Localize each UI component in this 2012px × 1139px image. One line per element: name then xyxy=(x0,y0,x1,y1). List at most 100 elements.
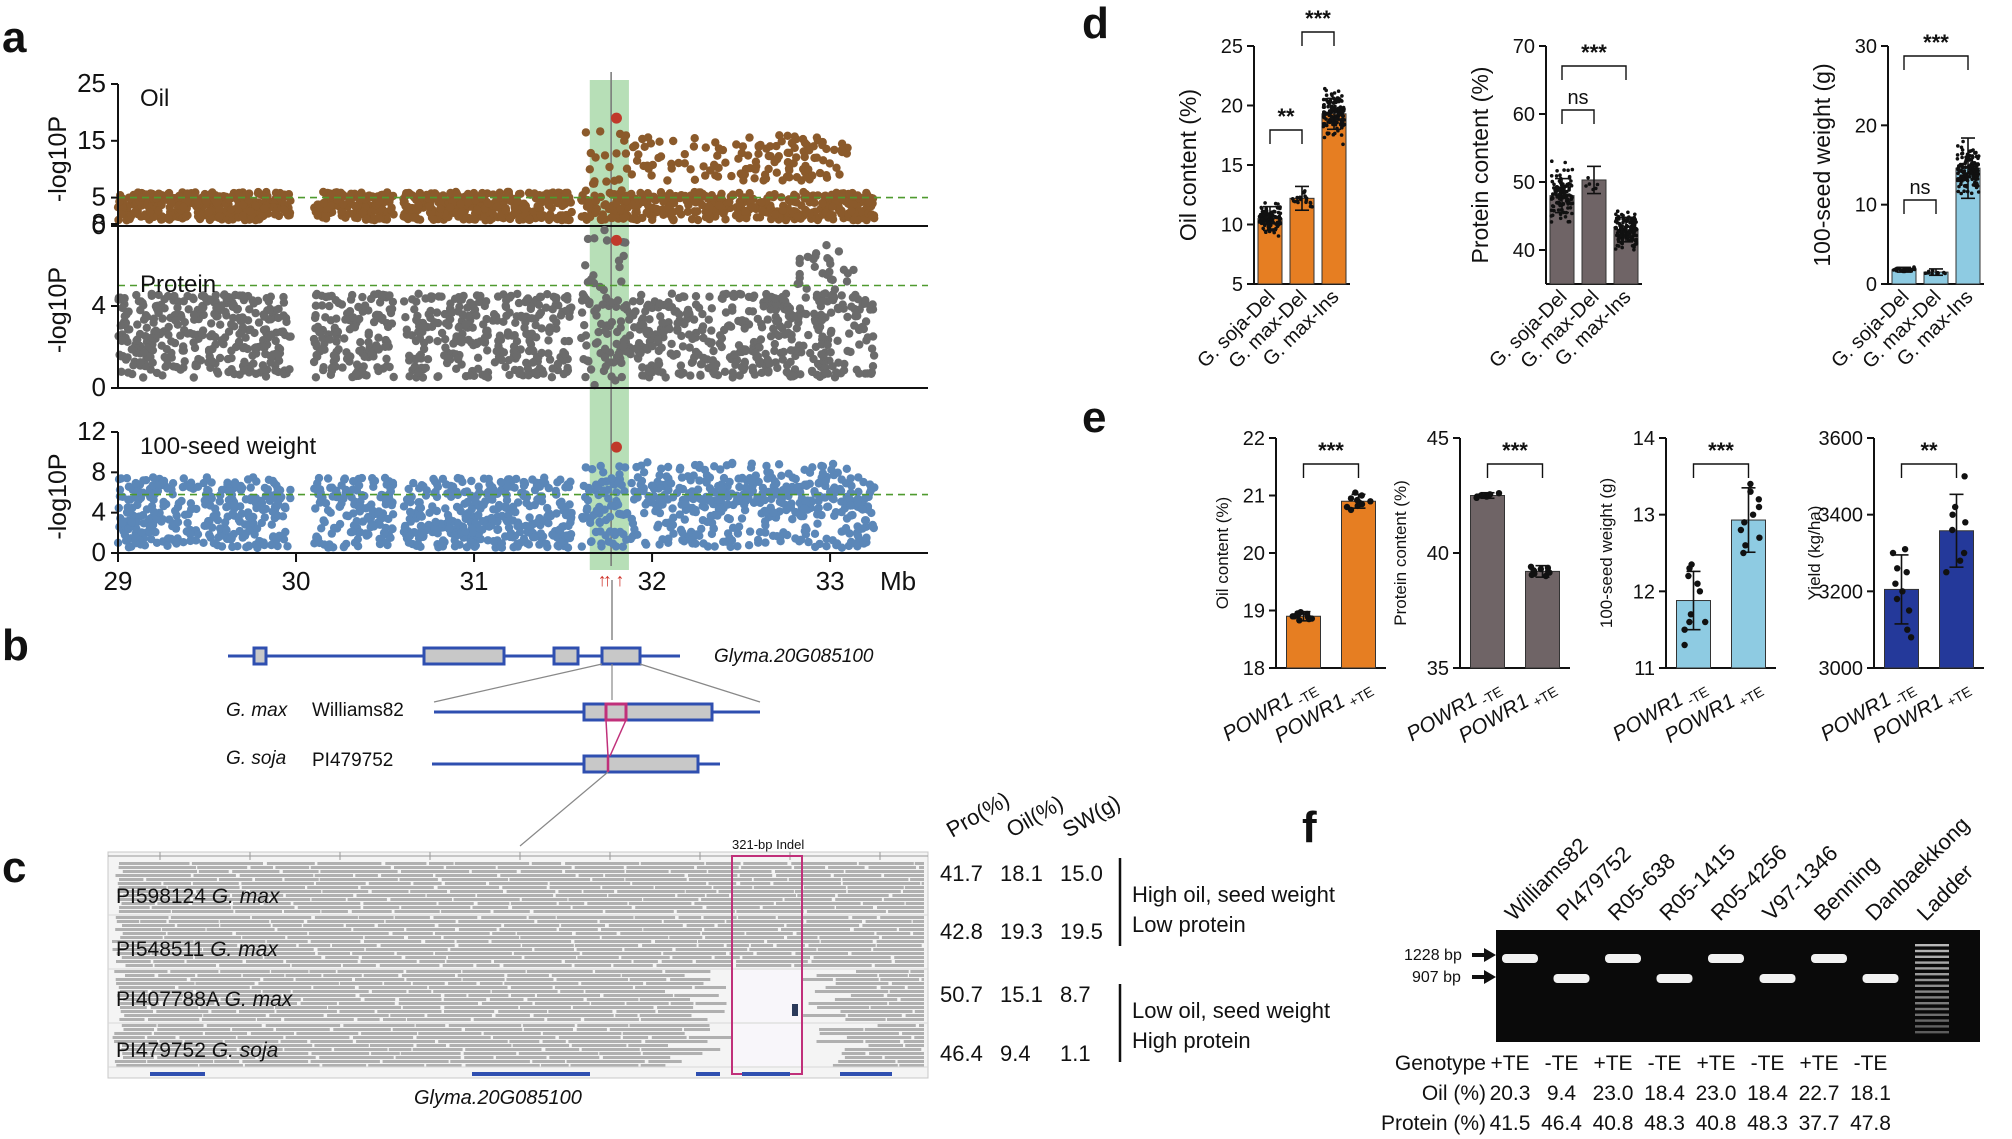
read xyxy=(161,928,206,931)
read xyxy=(686,924,715,927)
manhattan-point xyxy=(215,212,224,221)
manhattan-point xyxy=(805,209,814,219)
manhattan-point xyxy=(800,138,810,148)
manhattan-point xyxy=(447,308,457,317)
manhattan-point xyxy=(374,366,383,376)
read xyxy=(125,974,155,977)
read xyxy=(526,970,593,973)
read xyxy=(605,874,685,877)
manhattan-point xyxy=(789,311,798,321)
manhattan-points-0 xyxy=(113,127,879,225)
y-axis-label: -log10P xyxy=(44,116,72,202)
manhattan-point xyxy=(366,294,376,304)
manhattan-point xyxy=(778,206,787,215)
manhattan-point xyxy=(640,508,649,518)
read xyxy=(548,1010,613,1013)
data-point xyxy=(1272,230,1276,235)
manhattan-point xyxy=(830,145,839,155)
manhattan-point xyxy=(605,512,615,521)
manhattan-point xyxy=(723,500,733,509)
manhattan-point xyxy=(454,323,463,332)
read xyxy=(275,866,310,869)
manhattan-point xyxy=(740,500,749,509)
manhattan-point xyxy=(317,301,327,310)
manhattan-point xyxy=(246,207,255,216)
manhattan-point xyxy=(668,504,677,513)
read xyxy=(206,1024,262,1027)
manhattan-point xyxy=(795,269,804,279)
read xyxy=(158,974,196,977)
manhattan-point xyxy=(215,497,224,506)
manhattan-point xyxy=(710,462,719,471)
read xyxy=(635,906,703,909)
read xyxy=(841,1052,866,1055)
manhattan-point xyxy=(743,151,753,160)
accession-species: G. max xyxy=(212,885,281,908)
read xyxy=(775,870,844,873)
manhattan-point xyxy=(433,482,443,491)
read xyxy=(371,890,409,893)
manhattan-point xyxy=(669,136,678,146)
read xyxy=(448,982,477,985)
manhattan-point xyxy=(647,171,656,180)
read xyxy=(385,920,456,923)
read xyxy=(444,1010,495,1013)
read xyxy=(714,956,740,959)
manhattan-point xyxy=(537,324,546,333)
manhattan-point xyxy=(387,319,397,328)
read xyxy=(356,1040,435,1043)
read xyxy=(364,936,404,939)
manhattan-point xyxy=(389,372,398,382)
read xyxy=(825,986,877,989)
manhattan-point xyxy=(759,302,768,311)
read xyxy=(645,1040,708,1043)
read xyxy=(685,890,717,893)
manhattan-point xyxy=(833,336,842,345)
manhattan-point xyxy=(771,210,780,219)
read xyxy=(646,982,704,985)
manhattan-point xyxy=(521,297,530,307)
read xyxy=(198,870,229,873)
read xyxy=(816,974,878,977)
manhattan-point xyxy=(801,293,810,302)
read xyxy=(884,1056,924,1059)
manhattan-point xyxy=(811,249,821,258)
manhattan-point xyxy=(351,201,360,211)
manhattan-point xyxy=(618,542,628,551)
read xyxy=(576,1028,607,1031)
read xyxy=(609,1028,683,1031)
read xyxy=(873,948,924,951)
read xyxy=(307,920,385,923)
manhattan-point xyxy=(577,195,586,204)
manhattan-point xyxy=(232,305,242,314)
manhattan-point xyxy=(486,215,495,225)
read xyxy=(314,916,358,919)
manhattan-point xyxy=(406,498,415,507)
manhattan-point xyxy=(584,486,594,495)
manhattan-point xyxy=(812,133,822,142)
manhattan-point xyxy=(319,198,328,208)
read xyxy=(285,894,354,897)
indel-label: 321-bp Indel xyxy=(732,837,804,852)
read xyxy=(542,1040,566,1043)
manhattan-point xyxy=(241,495,251,504)
data-point xyxy=(1262,221,1266,225)
read xyxy=(483,1032,541,1035)
manhattan-point xyxy=(321,499,331,508)
manhattan-point xyxy=(701,191,710,201)
manhattan-point xyxy=(136,306,145,315)
manhattan-point xyxy=(567,207,576,217)
read xyxy=(788,878,841,881)
read xyxy=(836,906,873,909)
manhattan-point xyxy=(369,352,378,361)
manhattan-point xyxy=(774,460,784,469)
read xyxy=(742,956,810,959)
read xyxy=(643,928,702,931)
read xyxy=(639,1014,692,1017)
manhattan-point xyxy=(268,476,277,486)
manhattan-point xyxy=(669,216,678,225)
read xyxy=(384,982,411,985)
read xyxy=(510,986,553,989)
manhattan-point xyxy=(462,214,471,223)
